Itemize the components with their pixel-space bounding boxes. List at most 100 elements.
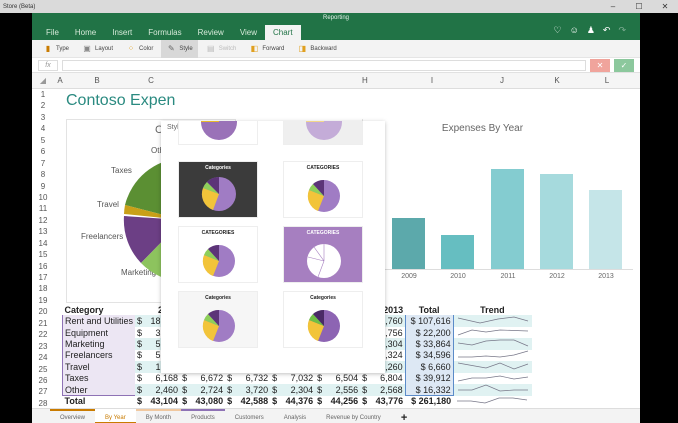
style-option[interactable]: Categories bbox=[178, 291, 258, 348]
row-header[interactable]: 8 bbox=[40, 170, 46, 180]
color-button[interactable]: ⁘ Color bbox=[127, 44, 154, 53]
cell[interactable]: 43,080 bbox=[195, 396, 224, 407]
header-cell[interactable]: Trend bbox=[480, 304, 505, 315]
cell[interactable]: 43,776 bbox=[375, 396, 404, 407]
bar-2009[interactable] bbox=[392, 218, 425, 269]
style-option[interactable]: CATEGORIES bbox=[178, 226, 258, 283]
undo-icon[interactable]: ↶ bbox=[602, 25, 611, 35]
total-cell[interactable]: $ 34,596 bbox=[404, 349, 454, 362]
cell[interactable]: Total bbox=[64, 396, 86, 407]
tab-insert[interactable]: Insert bbox=[112, 28, 133, 37]
cell[interactable]: 44,376 bbox=[285, 396, 314, 407]
cell[interactable]: 6,504 bbox=[335, 373, 359, 384]
cancel-button[interactable]: ✕ bbox=[590, 58, 610, 72]
row-header[interactable]: 17 bbox=[38, 273, 48, 282]
header-cell[interactable]: 2013 bbox=[383, 304, 404, 315]
row-header[interactable]: 25 bbox=[38, 364, 48, 374]
cell[interactable]: 6,732 bbox=[245, 373, 269, 384]
tab-view[interactable]: View bbox=[239, 28, 258, 37]
col-header[interactable]: B bbox=[94, 76, 100, 85]
bar-chart[interactable]: Expenses By Year 2009 2010 2011 2012 201… bbox=[362, 119, 640, 303]
close-button[interactable]: ✕ bbox=[661, 2, 669, 11]
total-cell[interactable]: $ 33,864 bbox=[404, 338, 454, 350]
row-header[interactable]: 2 bbox=[40, 101, 46, 111]
cell[interactable]: 3,720 bbox=[245, 384, 269, 395]
style-option[interactable] bbox=[178, 121, 258, 145]
row-header[interactable]: 21 bbox=[38, 318, 48, 328]
row-header[interactable]: 3 bbox=[40, 112, 46, 122]
tab-file[interactable]: File bbox=[46, 28, 59, 37]
col-header[interactable]: K bbox=[554, 76, 560, 85]
formula-input[interactable] bbox=[62, 59, 586, 71]
cell[interactable]: 6,168 bbox=[155, 373, 179, 384]
select-all-corner[interactable]: ◢ bbox=[39, 76, 47, 85]
style-option[interactable]: CATEGORIES bbox=[283, 161, 363, 218]
cell[interactable]: 3,756 bbox=[380, 327, 403, 338]
row-header[interactable]: 11 bbox=[38, 204, 48, 214]
cell[interactable]: 2,556 bbox=[335, 384, 359, 395]
forward-button[interactable]: ◧ Forward bbox=[250, 44, 285, 53]
share-icon[interactable]: ♟ bbox=[586, 25, 595, 35]
row-header[interactable]: 14 bbox=[38, 238, 48, 248]
table-total-row[interactable]: Total $43,104 $43,080 $42,588 $44,376 $4… bbox=[63, 396, 533, 407]
bar-2010[interactable] bbox=[441, 235, 474, 269]
type-button[interactable]: ▮ Type bbox=[38, 40, 74, 58]
row-header[interactable]: 26 bbox=[38, 375, 48, 385]
cell[interactable]: Freelancers bbox=[62, 349, 136, 362]
row-header[interactable]: 6 bbox=[40, 147, 46, 157]
sheet-tab-customers[interactable]: Customers bbox=[234, 415, 264, 421]
bar-2012[interactable] bbox=[540, 174, 573, 269]
sheet-tab-by-month[interactable]: By Month bbox=[135, 409, 182, 423]
row-header[interactable]: 23 bbox=[38, 341, 48, 351]
cell[interactable]: 42,588 bbox=[240, 396, 269, 407]
smiley-icon[interactable]: ☺ bbox=[569, 25, 579, 35]
col-header[interactable]: I bbox=[430, 76, 434, 85]
row-header[interactable]: 12 bbox=[38, 215, 48, 225]
bar-2013[interactable] bbox=[589, 190, 622, 269]
minimize-button[interactable]: – bbox=[610, 2, 616, 11]
row-header[interactable]: 19 bbox=[38, 295, 48, 305]
cell[interactable]: Equipment bbox=[62, 326, 136, 339]
total-cell[interactable]: $ 107,616 bbox=[404, 315, 454, 327]
layout-button[interactable]: ▣ Layout bbox=[83, 44, 114, 53]
style-option[interactable]: Categories bbox=[283, 291, 363, 348]
bar-2011[interactable] bbox=[491, 169, 524, 269]
style-option[interactable]: Categories bbox=[178, 161, 258, 218]
maximize-button[interactable]: ☐ bbox=[635, 2, 643, 11]
sheet-tab-analysis[interactable]: Analysis bbox=[283, 415, 307, 421]
row-header[interactable]: 20 bbox=[38, 307, 48, 317]
total-cell[interactable]: $ 39,912 bbox=[404, 372, 454, 385]
cell[interactable]: 2,724 bbox=[200, 384, 224, 395]
row-header[interactable]: 7 bbox=[40, 158, 46, 168]
sheet-tab-products[interactable]: Products bbox=[181, 409, 225, 423]
cell[interactable]: Travel bbox=[62, 361, 136, 373]
header-cell[interactable]: Total bbox=[418, 304, 440, 315]
row-header[interactable]: 10 bbox=[38, 192, 48, 202]
row-header[interactable]: 16 bbox=[38, 261, 48, 271]
spreadsheet-grid[interactable]: ◢ A B C H I J K L 1 2 3 4 5 6 7 8 9 10 1… bbox=[32, 73, 640, 409]
backward-button[interactable]: ◨ Backward bbox=[298, 44, 337, 53]
switch-button[interactable]: ▤ Switch bbox=[206, 44, 237, 53]
cell[interactable]: Marketing bbox=[62, 338, 136, 350]
row-header[interactable]: 15 bbox=[38, 250, 48, 260]
cell[interactable]: Taxes bbox=[62, 372, 136, 385]
cell[interactable]: 2,568 bbox=[380, 384, 403, 395]
cell[interactable]: 6,804 bbox=[380, 373, 403, 384]
cell[interactable]: 6,324 bbox=[380, 350, 403, 361]
cell[interactable]: Other bbox=[62, 384, 136, 397]
redo-icon[interactable]: ↷ bbox=[618, 25, 626, 35]
table-row[interactable]: Other $2,460 $2,724 $3,720 $2,304 $2,556… bbox=[62, 384, 533, 397]
sheet-title[interactable]: Contoso Expen bbox=[66, 92, 176, 109]
total-cell[interactable]: $ 6,660 bbox=[404, 361, 454, 373]
cell[interactable]: 2,460 bbox=[155, 384, 179, 395]
lightbulb-icon[interactable]: ♡ bbox=[553, 25, 562, 35]
total-cell[interactable]: $ 16,332 bbox=[404, 384, 454, 397]
cell[interactable]: Rent and Utilities bbox=[62, 315, 136, 327]
fx-icon[interactable]: fx bbox=[38, 59, 58, 71]
cell[interactable]: 17,760 bbox=[375, 316, 403, 327]
row-header[interactable]: 22 bbox=[38, 330, 48, 340]
row-header[interactable]: 5 bbox=[40, 135, 46, 145]
total-cell[interactable]: $ 22,200 bbox=[404, 326, 454, 339]
table-row[interactable]: Taxes $6,168 $6,672 $6,732 $7,032 $6,504… bbox=[62, 372, 533, 385]
sheet-tab-overview[interactable]: Overview bbox=[50, 409, 96, 423]
